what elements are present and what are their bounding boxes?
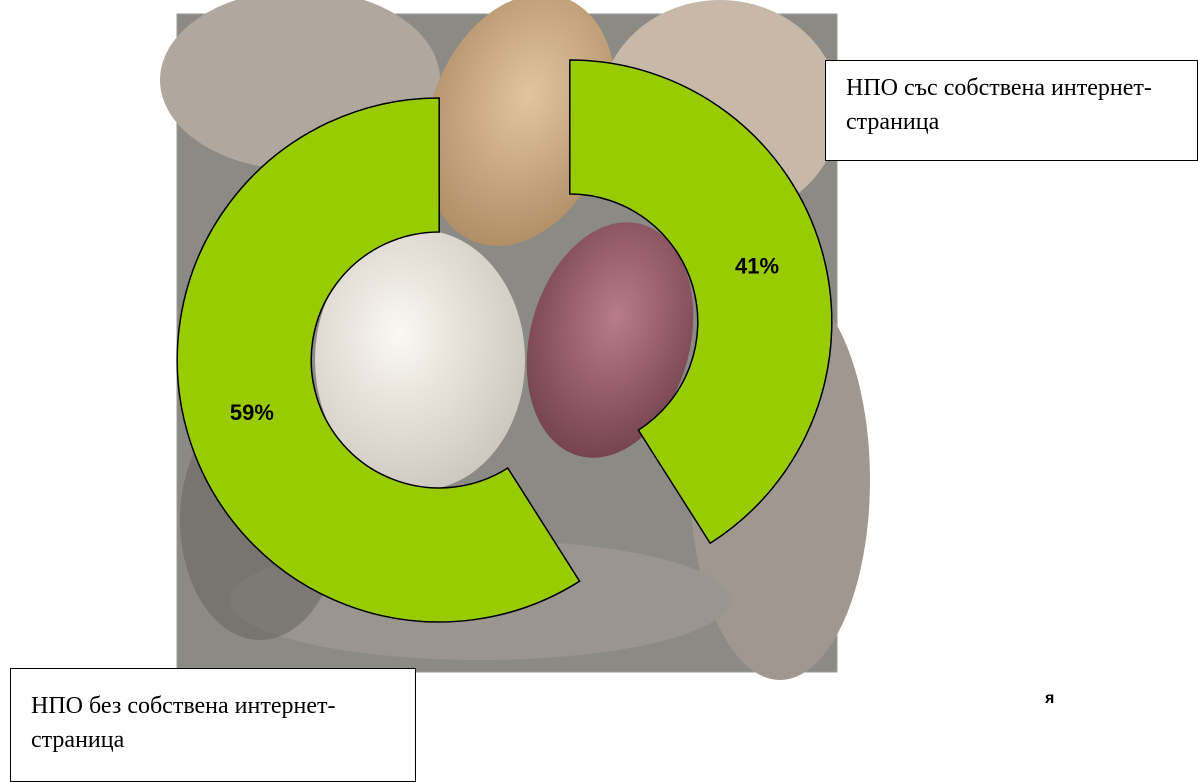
annotation: я bbox=[1045, 690, 1054, 708]
page: 41% 59% НПО със собствена интернет-страни… bbox=[0, 0, 1198, 782]
data-label: 59% bbox=[230, 400, 274, 425]
callout-box: НПО със собствена интернет-страница bbox=[825, 60, 1198, 161]
callout-box: НПО без собствена интернет-страница bbox=[10, 668, 416, 782]
data-label: 41% bbox=[735, 253, 779, 278]
